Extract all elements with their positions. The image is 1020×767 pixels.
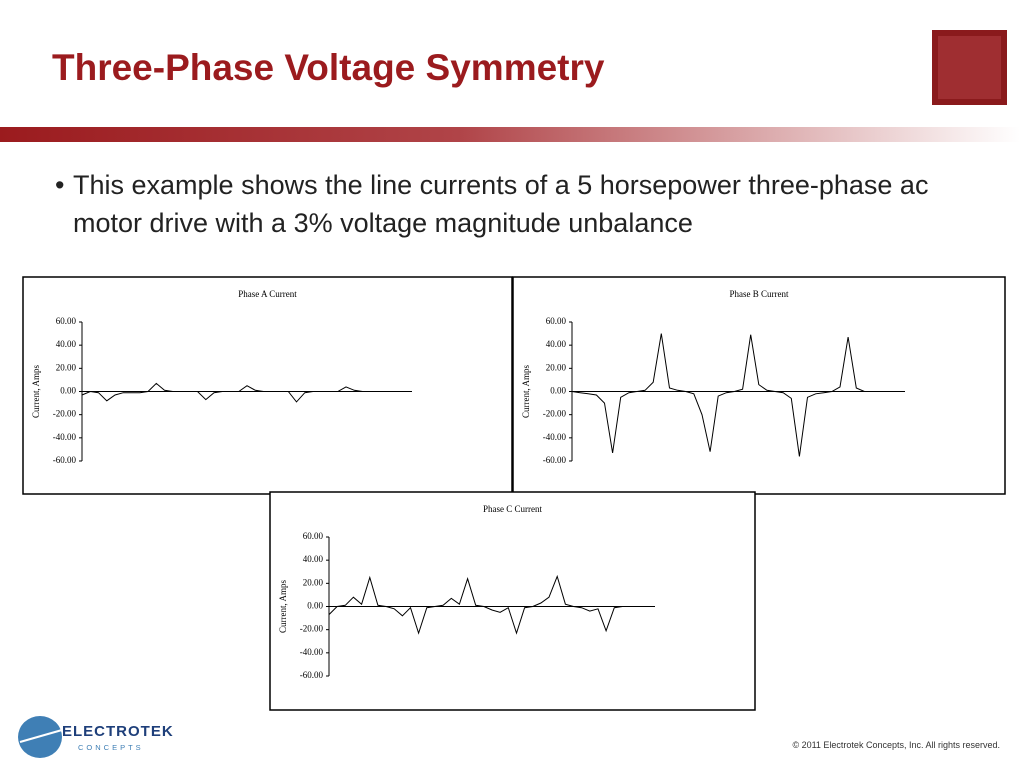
footer: © 2011 Electrotek Concepts, Inc. All rig…: [792, 740, 1000, 750]
y-tick-label: 20.00: [303, 577, 324, 587]
y-tick-label: 0.00: [60, 386, 76, 396]
y-tick-label: 20.00: [546, 362, 567, 372]
brand-swoosh: [19, 729, 63, 743]
chart-frame: [269, 491, 756, 711]
bullet-dot: •: [55, 170, 65, 200]
y-tick-label: -20.00: [300, 624, 324, 634]
y-tick-label: 40.00: [303, 554, 324, 564]
y-tick-label: -20.00: [543, 409, 567, 419]
y-tick-label: 60.00: [546, 316, 567, 326]
chart-frame: [512, 276, 1006, 495]
y-tick-label: -60.00: [53, 455, 77, 465]
y-tick-label: -40.00: [300, 647, 324, 657]
y-tick-label: -40.00: [53, 432, 77, 442]
corner-logo-inner: [938, 36, 1001, 99]
bullet-text: This example shows the line currents of …: [73, 170, 929, 238]
chart-frame: [22, 276, 513, 495]
line-series: [81, 382, 412, 403]
y-tick-label: -40.00: [543, 432, 567, 442]
y-tick-label: 0.00: [550, 386, 566, 396]
y-tick-label: -60.00: [543, 455, 567, 465]
line-series: [328, 574, 655, 635]
brand-name: ELECTROTEK: [62, 723, 174, 740]
y-tick-label: 40.00: [546, 339, 567, 349]
y-tick-label: 60.00: [56, 316, 77, 326]
slide-title: Three-Phase Voltage Symmetry: [52, 47, 605, 88]
y-tick-label: 0.00: [307, 601, 323, 611]
brand-sub: CONCEPTS: [78, 743, 144, 752]
y-axis-label: Current, Amps: [278, 580, 288, 633]
line-series: [571, 333, 905, 457]
chart-title: Phase A Current: [238, 289, 297, 299]
chart-title: Phase C Current: [483, 504, 542, 514]
y-tick-label: -20.00: [53, 409, 77, 419]
chart-title: Phase B Current: [730, 289, 789, 299]
y-tick-label: 60.00: [303, 531, 324, 541]
y-tick-label: 40.00: [56, 339, 77, 349]
y-axis-label: Current, Amps: [31, 365, 41, 418]
y-tick-label: 20.00: [56, 362, 77, 372]
y-tick-label: -60.00: [300, 670, 324, 680]
y-axis-label: Current, Amps: [521, 365, 531, 418]
title-bar: [0, 127, 1020, 142]
